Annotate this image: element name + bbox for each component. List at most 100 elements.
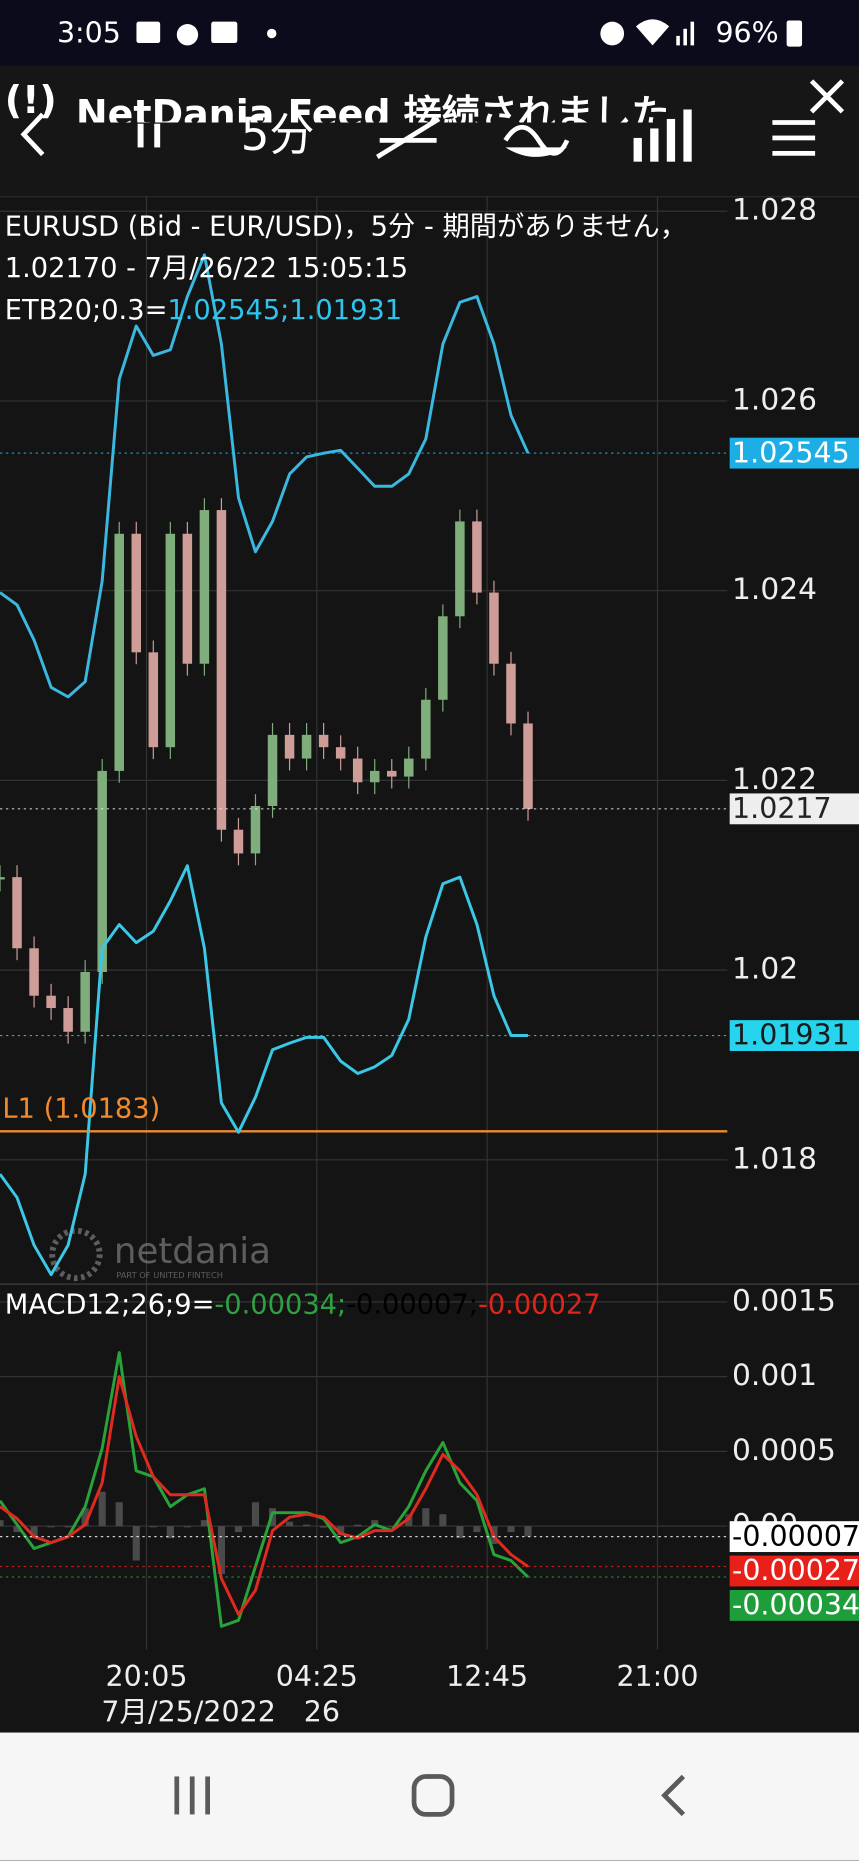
candle: [523, 723, 533, 809]
price-label: 1.02545: [732, 436, 850, 469]
interval-button[interactable]: 5分: [241, 108, 315, 161]
recent-apps-button[interactable]: [174, 1776, 211, 1815]
nav-back-button[interactable]: [661, 1774, 686, 1817]
histogram-bar: [303, 1524, 311, 1527]
indicator-label: ETB20;0.3=: [5, 295, 168, 326]
price-label: 1.01931: [732, 1019, 850, 1052]
x-tick-label: 20:05: [105, 1660, 187, 1693]
histogram-bar: [183, 1526, 191, 1528]
histogram-bar: [524, 1526, 532, 1537]
indicator-legend: ETB20;0.3=1.02545;1.01931: [5, 295, 402, 326]
histogram-bar: [337, 1526, 345, 1536]
candle: [29, 948, 39, 996]
histogram-bar: [439, 1514, 447, 1527]
candle: [421, 699, 431, 759]
toolbar-divider: [0, 196, 859, 198]
candle: [12, 877, 22, 949]
histogram-bar: [388, 1526, 396, 1528]
chart-subtitle: 1.02170 - 7月/26/22 15:05:15: [5, 253, 408, 284]
histogram-bar: [456, 1526, 464, 1539]
histogram-bar: [81, 1508, 89, 1527]
candle: [352, 758, 363, 783]
notification: (!) NetDania Feed 接続されました: [5, 78, 670, 123]
y-tick-label: 0.0005: [732, 1432, 836, 1467]
candle: [216, 510, 227, 830]
candle: [131, 533, 142, 653]
candle: [267, 734, 278, 806]
histogram-bar: [30, 1526, 38, 1539]
candle: [318, 734, 329, 748]
level-label: L1 (1.0183): [2, 1093, 160, 1124]
histogram-bar: [115, 1502, 123, 1527]
price-label: -0.00034: [732, 1589, 859, 1622]
y-tick-label: 1.02: [732, 951, 798, 986]
candle: [80, 971, 90, 1032]
candle: [250, 805, 261, 854]
grid-layer: [0, 196, 728, 1650]
histogram-bar: [354, 1524, 362, 1527]
price-label: -0.00007: [732, 1520, 859, 1553]
candle: [182, 533, 193, 664]
histogram-bar: [98, 1491, 106, 1527]
labels-layer: 1.028 1.026 1.024 1.022 1.02 1.018 L1 (1.0183)…: [2, 192, 859, 1729]
histogram-bar: [217, 1526, 225, 1574]
y-tick-label: 0.001: [732, 1357, 817, 1392]
volume-button[interactable]: [633, 109, 692, 162]
x-tick-label: 12:45: [446, 1660, 528, 1693]
price-label-box: [729, 1521, 859, 1553]
notification-icon: (!): [5, 78, 57, 122]
histogram-bar: [47, 1526, 55, 1528]
watermark-brand: netdania: [114, 1231, 271, 1272]
date-label: 26: [304, 1696, 340, 1729]
marks-layer: [0, 253, 728, 1628]
histogram-bar: [320, 1526, 328, 1528]
price-label-box: [729, 437, 859, 469]
draw-tool-button[interactable]: [376, 116, 441, 159]
status-time: 3:05: [57, 17, 121, 50]
series-line: [0, 253, 530, 699]
watermark-tagline: PART OF UNITED FINTECH: [116, 1270, 223, 1280]
candle: [472, 521, 482, 593]
y-tick-label: 1.028: [732, 192, 817, 227]
histogram-bar: [507, 1526, 515, 1533]
histogram-bar: [149, 1526, 157, 1528]
macd-label: MACD12;26;9=: [5, 1289, 215, 1320]
candle: [165, 533, 176, 748]
histogram-bar: [64, 1526, 72, 1528]
histogram-bar: [371, 1520, 379, 1527]
histogram-bar: [13, 1526, 21, 1533]
y-tick-label: 1.026: [732, 381, 817, 416]
back-button[interactable]: [20, 112, 45, 157]
chart-type-button[interactable]: [137, 123, 161, 148]
toolbar: [0, 65, 859, 197]
series-line: [0, 1351, 530, 1628]
candle: [387, 770, 397, 777]
series-line: [0, 1375, 529, 1616]
indicator-button[interactable]: [503, 124, 570, 157]
nav-bar: [0, 1732, 859, 1861]
candle: [0, 877, 5, 880]
menu-button[interactable]: [772, 120, 816, 156]
y-tick-label: 1.022: [732, 761, 817, 796]
indicator-values: 1.02545;1.01931: [167, 295, 402, 326]
candle: [301, 734, 312, 759]
histogram-bar: [251, 1502, 260, 1527]
histogram-bar: [0, 1520, 4, 1527]
candle: [199, 510, 210, 664]
y-tick-label: 1.018: [732, 1140, 817, 1175]
price-label-box: [729, 1020, 859, 1051]
status-battery: 96%: [715, 17, 778, 50]
candle: [46, 995, 56, 1009]
candle: [97, 770, 107, 972]
candle: [63, 1008, 73, 1032]
home-button[interactable]: [411, 1774, 455, 1817]
price-label-box: [729, 1589, 859, 1621]
candle: [114, 533, 124, 771]
close-notification[interactable]: [809, 79, 845, 114]
candle: [369, 770, 380, 783]
date-label: 7月/25/2022: [101, 1696, 275, 1729]
series-line: [0, 864, 528, 1277]
histogram-bar: [200, 1520, 208, 1527]
candle: [335, 747, 346, 759]
